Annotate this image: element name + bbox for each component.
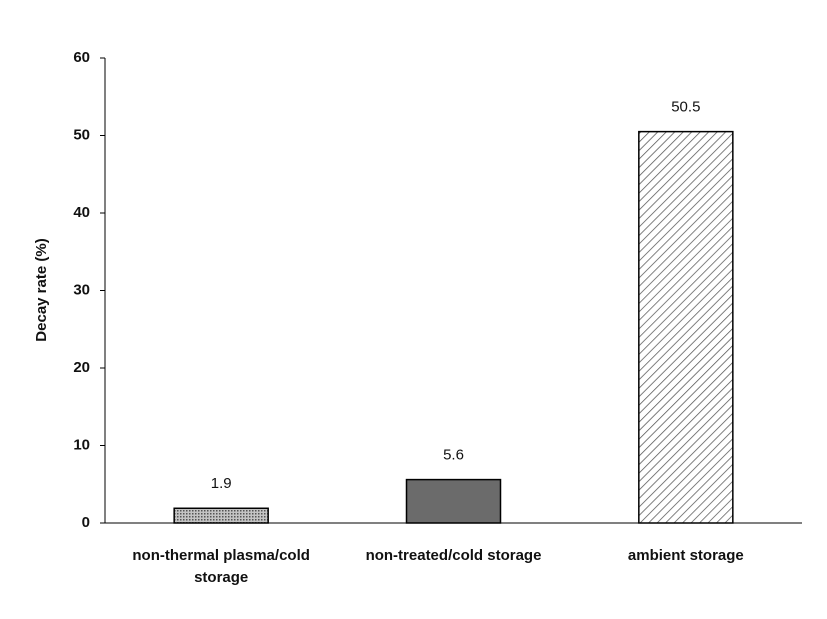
value-label: 5.6 [443, 447, 464, 464]
x-tick-label: ambient storage [627, 547, 744, 564]
bar [405, 478, 502, 524]
y-tick-label: 30 [73, 281, 90, 298]
y-tick-label: 60 [73, 49, 90, 66]
bar [638, 130, 734, 524]
y-tick-label: 0 [82, 514, 90, 531]
y-tick-label: 40 [73, 204, 90, 221]
value-label: 50.5 [671, 99, 700, 116]
value-label: 1.9 [211, 475, 232, 492]
x-tick-label: non-treated/cold storage [365, 547, 542, 564]
y-tick-label: 10 [73, 436, 90, 453]
y-tick-label: 20 [73, 359, 90, 376]
bar [173, 507, 269, 524]
y-axis-label: Decay rate (%) [33, 238, 50, 341]
x-tick-label: non-thermal plasma/cold storage [132, 547, 310, 586]
y-tick-label: 50 [73, 126, 90, 143]
